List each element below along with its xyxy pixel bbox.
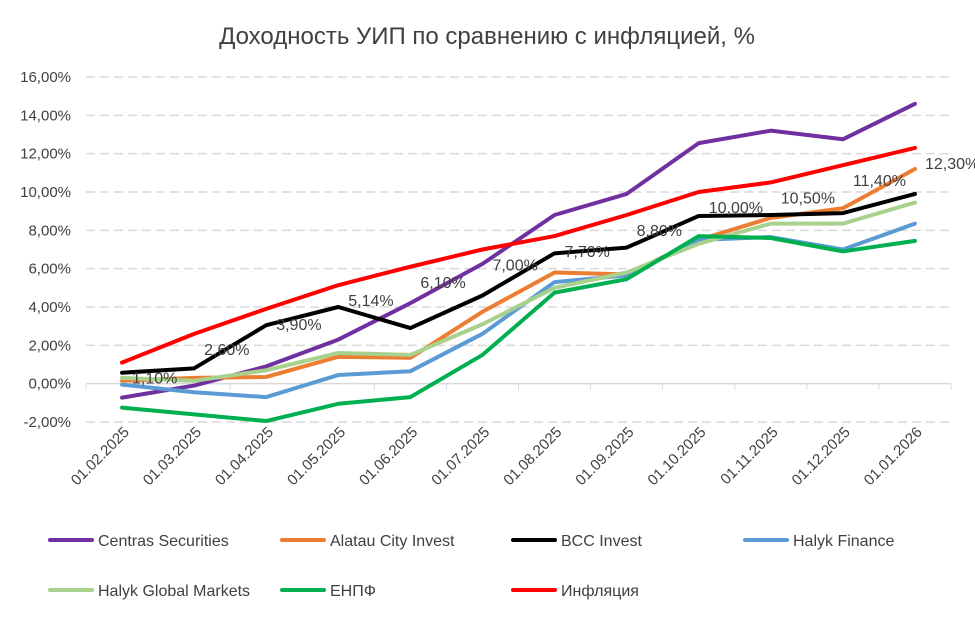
- x-tick-label: 01.02.2025: [68, 424, 133, 489]
- y-tick-label: 4,00%: [28, 299, 71, 316]
- y-tick-label: 16,00%: [20, 69, 71, 86]
- x-tick-label: 01.01.2026: [861, 424, 926, 489]
- data-label: 12,30%: [925, 156, 975, 173]
- x-tick-label: 01.07.2025: [428, 424, 493, 489]
- legend-label: Halyk Finance: [793, 533, 894, 550]
- y-tick-label: 2,00%: [28, 337, 71, 354]
- x-tick-label: 01.10.2025: [644, 424, 709, 489]
- legend-label: Инфляция: [561, 583, 639, 600]
- data-label: 10,50%: [781, 190, 835, 207]
- data-label: 3,90%: [276, 317, 321, 334]
- legend-label: Halyk Global Markets: [98, 583, 250, 600]
- y-tick-label: 10,00%: [20, 184, 71, 201]
- y-tick-label: 12,00%: [20, 146, 71, 163]
- y-tick-label: 14,00%: [20, 107, 71, 124]
- x-tick-label: 01.11.2025: [717, 424, 781, 488]
- series-line-centras-securities: [120, 101, 917, 400]
- series-lines: [120, 101, 917, 424]
- data-label: 10,00%: [709, 200, 763, 217]
- y-tick-label: 6,00%: [28, 261, 71, 278]
- legend-label: ЕНПФ: [330, 583, 376, 600]
- y-axis: -2,00% 0,00% 2,00% 4,00% 6,00% 8,00% 10,00% 12,…: [20, 69, 71, 431]
- x-tick-label: 01.03.2025: [140, 424, 205, 489]
- x-tick-label: 01.12.2025: [789, 424, 854, 489]
- data-label: 6,10%: [420, 275, 465, 292]
- data-label: 7,70%: [565, 244, 610, 261]
- y-tick-label: 0,00%: [28, 376, 71, 393]
- y-tick-label: -2,00%: [23, 414, 71, 431]
- data-label: 5,14%: [348, 293, 393, 310]
- x-tick-label: 01.06.2025: [356, 424, 421, 489]
- legend-label: BCC Invest: [561, 533, 642, 550]
- data-label: 8,80%: [637, 223, 682, 240]
- legend: Centras Securities Alatau City Invest BCC …: [48, 533, 894, 600]
- data-label: 2,60%: [204, 342, 249, 359]
- chart-title: Доходность УИП по сравнению с инфляцией,…: [219, 23, 755, 50]
- data-labels: 1,10% 2,60% 3,90% 5,14% 6,10% 7,00% 7,70% 8,80%…: [132, 156, 975, 388]
- x-axis: 01.02.2025 01.03.2025 01.04.2025 01.05.2025…: [68, 424, 926, 489]
- series-line-инфляция: [120, 145, 917, 365]
- legend-label: Alatau City Invest: [330, 533, 455, 550]
- x-tick-label: 01.05.2025: [284, 424, 349, 489]
- series-line-bcc-invest: [120, 191, 917, 375]
- data-label: 7,00%: [492, 258, 537, 275]
- series-line-енпф: [120, 234, 917, 424]
- x-tick-label: 01.08.2025: [500, 424, 565, 489]
- x-tick-label: 01.04.2025: [212, 424, 277, 489]
- grid: [85, 76, 952, 423]
- x-tick-label: 01.09.2025: [572, 424, 637, 489]
- series-line-halyk-global-markets: [120, 200, 917, 383]
- y-tick-label: 8,00%: [28, 222, 71, 239]
- data-label: 1,10%: [132, 371, 177, 388]
- data-label: 11,40%: [853, 173, 906, 190]
- legend-label: Centras Securities: [98, 533, 229, 550]
